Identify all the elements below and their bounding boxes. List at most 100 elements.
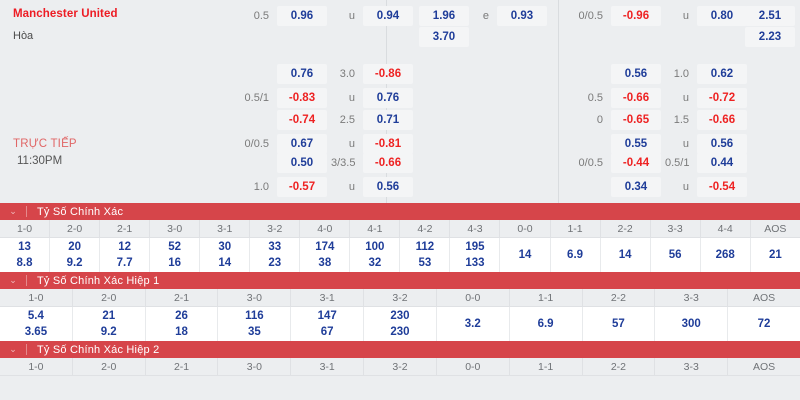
away-odds[interactable]: 133 (465, 257, 485, 269)
score-cell-3-1[interactable]: 147 67 (290, 306, 365, 341)
away-odds[interactable]: 3.65 (24, 326, 48, 338)
odds-value-r5-groupF[interactable]: -0.66 (697, 110, 747, 130)
odds-value-r1-groupE[interactable]: -0.96 (611, 6, 661, 26)
away-odds[interactable]: 53 (418, 257, 432, 269)
section-header-correct-score-half-1[interactable]: ⌄ Tỷ Số Chính Xác Hiệp 1 (0, 272, 800, 289)
chevron-down-icon[interactable]: ⌄ (9, 206, 17, 216)
score-cell-2-0[interactable]: 20 9.2 (49, 237, 101, 272)
score-cell-3-0[interactable]: 52 16 (149, 237, 201, 272)
score-cell-3-1[interactable]: 30 14 (199, 237, 251, 272)
odds-value-r4-groupF[interactable]: -0.72 (697, 88, 747, 108)
odds-value-r1-groupD[interactable]: 0.93 (497, 6, 547, 26)
away-odds[interactable]: 9.2 (66, 257, 83, 269)
home-odds[interactable]: 100 (365, 241, 385, 253)
draw-odds[interactable]: 56 (668, 249, 682, 261)
draw-odds[interactable]: 72 (757, 318, 771, 330)
score-cell-1-1[interactable]: 6.9 (550, 237, 601, 272)
section-header-correct-score[interactable]: ⌄ Tỷ Số Chính Xác (0, 203, 800, 220)
odds-value-r3-groupE[interactable]: 0.56 (611, 64, 661, 84)
odds-value-r5-groupA[interactable]: -0.74 (277, 110, 327, 130)
odds-value-r6-groupA[interactable]: 0.67 (277, 134, 327, 154)
score-cell-3-2[interactable]: 33 23 (249, 237, 301, 272)
odds-value-r6-groupE[interactable]: 0.55 (611, 134, 661, 154)
home-odds[interactable]: 147 (317, 310, 337, 322)
score-cell-3-2[interactable]: 230 230 (363, 306, 437, 341)
home-odds[interactable]: 195 (465, 241, 485, 253)
draw-odds[interactable]: 14 (618, 249, 632, 261)
score-cell-4-2[interactable]: 112 53 (399, 237, 451, 272)
odds-value-r1-groupB[interactable]: 0.94 (363, 6, 413, 26)
score-cell-4-1[interactable]: 100 32 (349, 237, 401, 272)
draw-odds[interactable]: 268 (715, 249, 735, 261)
away-odds[interactable]: 35 (247, 326, 261, 338)
draw-odds[interactable]: 300 (681, 318, 701, 330)
home-odds[interactable]: 30 (218, 241, 232, 253)
odds-value-r6-groupF[interactable]: 0.56 (697, 134, 747, 154)
odds-value-r2-groupG[interactable]: 2.23 (745, 27, 795, 47)
away-odds[interactable]: 8.8 (16, 257, 33, 269)
home-odds[interactable]: 20 (68, 241, 81, 253)
draw-odds[interactable]: 14 (518, 249, 532, 261)
home-odds[interactable]: 12 (118, 241, 132, 253)
home-odds[interactable]: 26 (175, 310, 188, 322)
odds-value-r8-groupB[interactable]: 0.56 (363, 177, 413, 197)
home-odds[interactable]: 230 (390, 310, 410, 322)
score-cell-0-0[interactable]: 14 (499, 237, 551, 272)
score-cell-4-3[interactable]: 195 133 (449, 237, 501, 272)
score-cell-3-3[interactable]: 300 (654, 306, 729, 341)
score-cell-1-0[interactable]: 13 8.8 (0, 237, 51, 272)
home-odds[interactable]: 33 (268, 241, 282, 253)
home-odds[interactable]: 21 (102, 310, 116, 322)
score-cell-2-2[interactable]: 14 (600, 237, 651, 272)
odds-value-r8-groupF[interactable]: -0.54 (697, 177, 747, 197)
draw-odds[interactable]: 57 (612, 318, 625, 330)
away-odds[interactable]: 14 (218, 257, 232, 269)
odds-value-r8-groupE[interactable]: 0.34 (611, 177, 661, 197)
score-cell-3-3[interactable]: 56 (650, 237, 701, 272)
away-odds[interactable]: 23 (268, 257, 282, 269)
away-odds[interactable]: 38 (318, 257, 332, 269)
odds-value-r4-groupA[interactable]: -0.83 (277, 88, 327, 108)
away-odds[interactable]: 9.2 (100, 326, 117, 338)
score-cell-2-0[interactable]: 21 9.2 (72, 306, 146, 341)
away-odds[interactable]: 32 (368, 257, 382, 269)
away-odds[interactable]: 67 (320, 326, 334, 338)
odds-value-r7-groupB[interactable]: -0.66 (363, 153, 413, 173)
home-odds[interactable]: 5.4 (27, 310, 44, 322)
score-cell-2-1[interactable]: 26 18 (145, 306, 219, 341)
odds-value-r5-groupE[interactable]: -0.65 (611, 110, 661, 130)
odds-value-r1-groupA[interactable]: 0.96 (277, 6, 327, 26)
odds-value-r2-groupC[interactable]: 3.70 (419, 27, 469, 47)
odds-value-r4-groupE[interactable]: -0.66 (611, 88, 661, 108)
draw-odds[interactable]: 21 (768, 249, 782, 261)
score-cell-2-1[interactable]: 12 7.7 (99, 237, 151, 272)
odds-value-r8-groupA[interactable]: -0.57 (277, 177, 327, 197)
odds-value-r1-groupG[interactable]: 2.51 (745, 6, 795, 26)
odds-value-r6-groupB[interactable]: -0.81 (363, 134, 413, 154)
draw-odds[interactable]: 6.9 (537, 318, 554, 330)
away-odds[interactable]: 18 (175, 326, 188, 338)
home-odds[interactable]: 52 (168, 241, 182, 253)
home-odds[interactable]: 116 (245, 310, 264, 322)
score-cell-1-1[interactable]: 6.9 (509, 306, 583, 341)
score-cell-AOS[interactable]: 21 (750, 237, 800, 272)
score-cell-2-2[interactable]: 57 (582, 306, 656, 341)
draw-odds[interactable]: 3.2 (464, 318, 481, 330)
odds-value-r7-groupA[interactable]: 0.50 (277, 153, 327, 173)
odds-value-r3-groupB[interactable]: -0.86 (363, 64, 413, 84)
odds-value-r7-groupF[interactable]: 0.44 (697, 153, 747, 173)
odds-value-r7-groupE[interactable]: -0.44 (611, 153, 661, 173)
score-cell-4-4[interactable]: 268 (700, 237, 751, 272)
score-cell-AOS[interactable]: 72 (727, 306, 800, 341)
odds-value-r4-groupB[interactable]: 0.76 (363, 88, 413, 108)
chevron-down-icon[interactable]: ⌄ (9, 344, 17, 354)
away-odds[interactable]: 7.7 (116, 257, 133, 269)
odds-value-r1-groupF[interactable]: 0.80 (697, 6, 747, 26)
away-odds[interactable]: 16 (168, 257, 182, 269)
team-name[interactable]: Manchester United (13, 8, 118, 20)
odds-value-r1-groupC[interactable]: 1.96 (419, 6, 469, 26)
home-odds[interactable]: 13 (18, 241, 31, 253)
away-odds[interactable]: 230 (390, 326, 410, 338)
odds-value-r3-groupA[interactable]: 0.76 (277, 64, 327, 84)
odds-value-r3-groupF[interactable]: 0.62 (697, 64, 747, 84)
